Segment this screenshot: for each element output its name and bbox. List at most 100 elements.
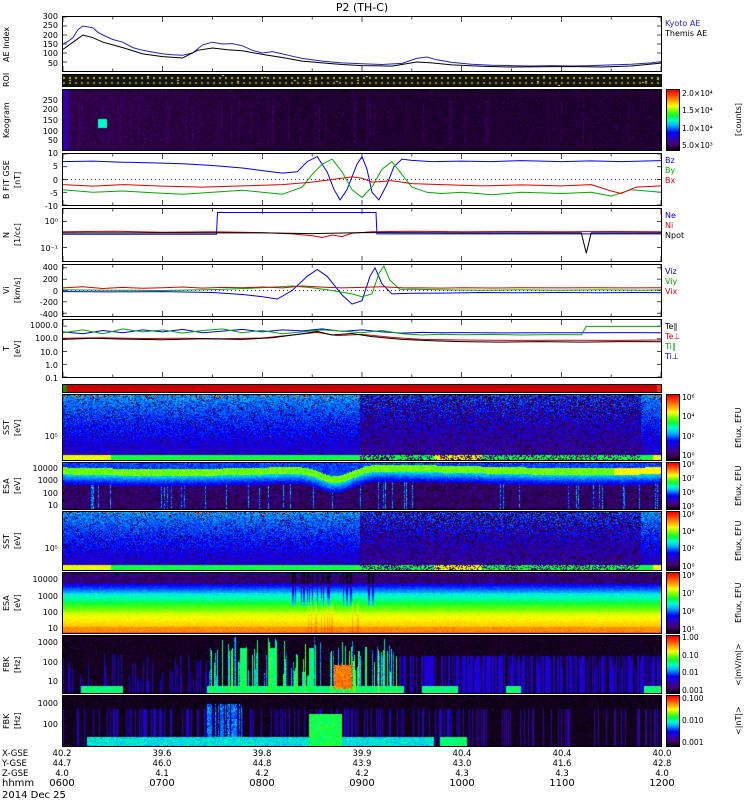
plot-title: P2 (TH-C) [335,1,389,14]
colorbar-unit-sst_i: Eflux, EFU [734,520,743,562]
colorbar-tick-fbk_e: 0.01 [682,668,699,678]
ephemeris-value-X-GSE: 40.0 [652,749,672,759]
bottom-row-label-hhmm: hhmm [2,778,35,789]
qflag-spectrogram [63,385,661,392]
y-tick-label-density: 10⁻¹ [40,243,58,253]
time-tick-label: 1000 [449,778,475,789]
y-tick-label-fbk_b: 100 [42,719,58,729]
ephemeris-value-X-GSE: 40.4 [552,749,572,759]
y-tick-label-bfit: 0 [52,175,58,185]
colorbar-tick-sst_i: 10⁴ [682,527,695,536]
y-tick-label-sst_i: 10⁵ [44,544,58,554]
y-tick-label-ae: 150 [42,40,58,49]
legend-ae-Kyoto AE: Kyoto AE [665,19,701,28]
colorbar-sst_i [666,511,680,571]
plot-area-esa_i [62,572,662,634]
ephemeris-value-Y-GSE: 44.7 [52,759,72,769]
y-tick-label-esa_i: 10 [47,623,58,633]
colorbar-unit-fbk_b: <|nT|> [734,706,743,736]
plot-area-bfit [62,153,662,206]
colorbar-tick-esa_e: 10⁸ [682,459,695,469]
legend-ae-Themis AE: Themis AE [665,29,708,38]
plot-area-density [62,208,662,262]
colorbar-tick-keogram: 2.0×10⁴ [682,88,713,98]
ephemeris-value-Y-GSE: 41.6 [552,759,572,769]
colorbar-sst_e [666,394,680,461]
y-tick-label-ae: 250 [42,21,58,31]
y-tick-label-keogram: 250 [42,95,58,105]
colorbar-tick-sst_e: 10⁴ [682,412,695,422]
colorbar-tick-esa_e: 10⁵ [682,501,695,511]
panel-sst_i: SST [eV] 10⁵ 10⁶ 10⁴ 10² 10⁰ Eflux, EFU [0,510,750,571]
temp-lineplot [63,320,661,377]
y-axis-label-sst_i: SST [2,533,11,549]
colorbar-tick-sst_e: 10² [682,431,695,441]
velocity-lineplot [63,265,661,316]
colorbar-tick-esa_i: 10⁶ [682,606,695,616]
bfit-lineplot [63,154,661,205]
y-tick-label-esa_i: 1000 [37,591,58,601]
legend-temp-Ti⊥: Ti⊥ [665,352,679,361]
panel-keogram: Keogram 250 200 150 100 50 2.0×10⁴ 1.5×10⁴ 1.0×1… [0,89,750,151]
esa_e-spectrogram [63,463,661,509]
time-tick-label: 0900 [349,778,375,789]
legend-density-Npot: Npot [665,231,685,240]
panel-velocity: Vi [km/s] 400 200 0 -200 -400 Viz Viy Vix [0,263,750,319]
y-tick-label-temp: 1000.0 [30,321,58,331]
colorbar-unit-fbk_e: <|mV/m|> [734,643,743,686]
y-tick-label-fbk_e: 1000 [37,638,58,648]
colorbar-tick-keogram: 1.5×10⁴ [682,106,713,116]
y-tick-label-temp: 1.0 [45,360,58,370]
roi-spectrogram [63,75,661,86]
ephemeris-value-Y-GSE: 43.9 [352,759,372,769]
plot-area-qflag [62,384,662,393]
legend-temp-Ti∥: Ti∥ [665,342,676,351]
colorbar-tick-fbk_b: 0.001 [682,737,704,747]
panel-fbk_e: FBK [Hz] 1000 100 10 1.00 0.10 0.01 0.001 <|mV/m|… [0,632,750,696]
y-tick-label-bfit: 5 [52,162,58,172]
plot-area-esa_e [62,462,662,510]
colorbar-tick-fbk_e: 0.001 [682,686,704,696]
colorbar-tick-esa_i: 10⁵ [682,624,695,634]
panel-qflag [0,384,750,393]
y-tick-label-esa_i: 100 [42,607,58,617]
ephemeris-value-Y-GSE: 42.8 [652,759,672,769]
y-tick-label-fbk_e: 10 [47,677,58,687]
colorbar-tick-fbk_e: 1.00 [682,632,699,642]
y-tick-label-keogram: 200 [42,105,58,115]
time-tick-label: 0600 [49,778,75,789]
colorbar-tick-sst_i: 10⁰ [682,561,695,571]
ephemeris-value-Y-GSE: 46.0 [152,759,172,769]
y-tick-label-velocity: -200 [39,298,58,308]
legend-density-Ni: Ni [665,221,674,230]
ephemeris-value-Z-GSE: 4.1 [155,769,169,779]
colorbar-esa_i [666,572,680,634]
keogram-spectrogram [63,90,661,150]
panel-roi: ROI [0,73,750,87]
sst_i-spectrogram [63,512,661,570]
colorbar-tick-esa_i: 10⁸ [682,570,695,580]
colorbar-tick-fbk_b: 0.010 [682,716,704,725]
time-tick-label: 0800 [249,778,275,789]
y-tick-label-ae: 100 [42,49,58,59]
plot-area-sst_i [62,511,662,571]
plot-area-ae [62,16,662,72]
y-tick-label-ae: 300 [42,12,58,21]
colorbar-unit-sst_e: Eflux, EFU [734,407,743,448]
colorbar-unit-esa_e: Eflux, EFU [734,465,743,507]
legend-density-Ne: Ne [665,211,676,220]
panel-esa_i: ESA [eV] 10000 1000 100 10 10⁸ 10⁷ 10⁶ 10⁵ Eflux, … [0,570,750,634]
ephemeris-value-X-GSE: 39.9 [352,749,372,759]
sst_e-spectrogram [63,395,661,460]
ephemeris-value-Z-GSE: 4.3 [455,769,469,779]
legend-velocity-Viz: Viz [665,267,677,276]
legend-bfit-By: By [665,166,676,175]
ephemeris-value-Z-GSE: 4.2 [355,769,369,779]
ephemeris-value-X-GSE: 40.4 [452,749,472,759]
fbk_b-spectrogram [63,696,661,746]
y-tick-label-bfit: -5 [50,188,58,198]
y-tick-label-temp: 10.0 [40,347,58,357]
time-tick-label: 1100 [549,778,575,789]
y-tick-label-esa_e: 1000 [37,476,58,486]
ephemeris-value-Y-GSE: 44.8 [252,759,272,769]
